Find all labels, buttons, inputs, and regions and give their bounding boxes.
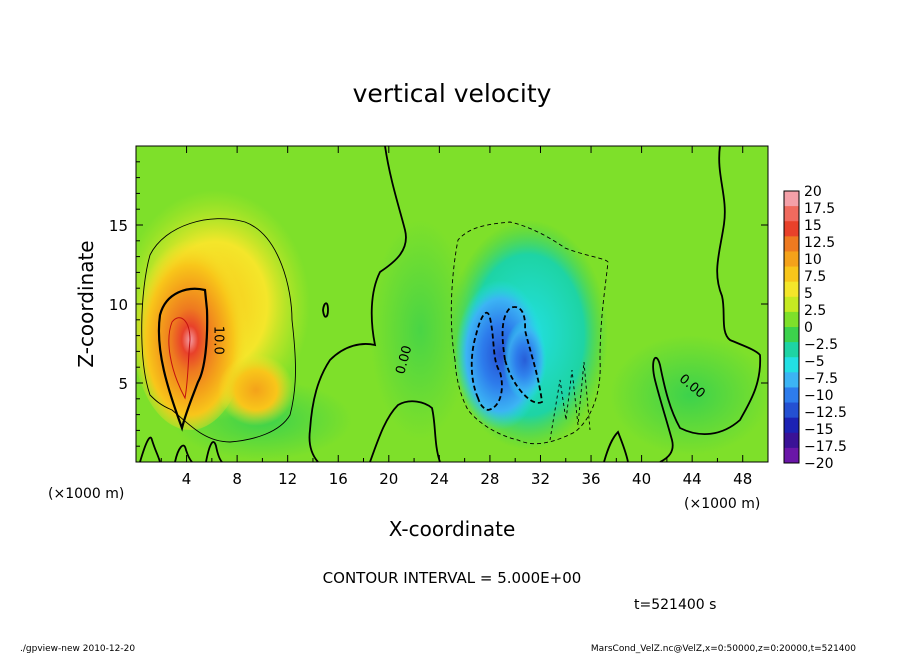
x-tick-label: 12 xyxy=(278,470,297,488)
y-axis-label: Z-coordinate xyxy=(74,240,98,367)
contour-interval-text: CONTOUR INTERVAL = 5.000E+00 xyxy=(323,569,582,587)
time-label: t=521400 s xyxy=(634,597,716,613)
colorbar-swatch xyxy=(784,221,799,237)
colorbar-tick-label: 20 xyxy=(804,184,822,200)
contour-label-10: 10.0 xyxy=(210,326,225,355)
contour-zero-left xyxy=(308,146,407,462)
colorbar-swatch xyxy=(784,311,799,328)
contour-zero-middle xyxy=(369,400,441,462)
colorbar-swatch xyxy=(784,387,799,404)
x-axis: 4 8 12 16 20 24 28 32 36 40 44 48 xyxy=(160,146,752,488)
y-tick-label: 15 xyxy=(109,217,128,235)
x-tick-label: 48 xyxy=(733,470,752,488)
contour-zero-island-small xyxy=(322,302,329,318)
x-tick-label: 28 xyxy=(480,470,499,488)
colorbar-swatch xyxy=(784,342,799,358)
secondary-updraft-field xyxy=(218,354,294,426)
green-band-middle xyxy=(370,220,470,440)
colorbar: 2017.51512.5107.552.50−2.5−5−7.5−10−12.5… xyxy=(783,184,847,472)
colorbar-tick-label: 15 xyxy=(804,218,822,234)
x-tick-label: 20 xyxy=(379,470,398,488)
y-tick-label: 5 xyxy=(118,375,128,393)
colorbar-swatch xyxy=(784,206,799,222)
contour-zero-island-left xyxy=(139,436,223,462)
contour-label-zero-left: 0.00 xyxy=(393,344,415,376)
source-info: MarsCond_VelZ.nc@VelZ,x=0:50000,z=0:2000… xyxy=(591,644,856,654)
chart-title: vertical velocity xyxy=(353,79,552,108)
x-axis-label: X-coordinate xyxy=(389,517,516,541)
colorbar-swatch xyxy=(784,417,799,434)
green-band-right xyxy=(610,335,768,455)
y-axis: 5 10 15 xyxy=(109,161,768,447)
contour-zero-right xyxy=(652,146,762,462)
colorbar-tick-label: 17.5 xyxy=(804,201,835,217)
program-info: ./gpview-new 2010-12-20 xyxy=(20,644,135,654)
colorbar-swatch xyxy=(784,236,799,252)
colorbar-tick-label: 12.5 xyxy=(804,235,835,251)
contour-neg5-streaks xyxy=(549,361,591,441)
colorbar-tick-label: 2.5 xyxy=(804,303,826,319)
colorbar-tick-label: −5 xyxy=(804,354,825,370)
contour-15-updraft xyxy=(168,317,191,400)
colorbar-tick-label: −15 xyxy=(804,422,834,438)
colorbar-swatch xyxy=(784,251,799,268)
colorbar-swatch xyxy=(784,357,799,373)
colorbar-tick-label: −17.5 xyxy=(804,439,847,455)
colorbar-swatch xyxy=(784,402,799,419)
colorbar-swatch xyxy=(784,191,799,207)
colorbar-tick-label: 10 xyxy=(804,252,822,268)
contour-zero-center xyxy=(603,430,629,462)
x-tick-label: 8 xyxy=(232,470,242,488)
colorbar-tick-label: −20 xyxy=(804,456,834,472)
contour-neg10-downdraft-a xyxy=(470,311,503,411)
contour-10-updraft xyxy=(157,287,209,432)
x-tick-label: 24 xyxy=(430,470,449,488)
x-unit-label-left: (×1000 m) xyxy=(48,486,124,502)
colorbar-tick-label: 0 xyxy=(804,320,813,336)
colorbar-tick-label: 5 xyxy=(804,286,813,302)
colorbar-tick-label: −2.5 xyxy=(804,337,838,353)
x-tick-label: 16 xyxy=(329,470,348,488)
x-tick-label: 4 xyxy=(182,470,192,488)
y-tick-label: 10 xyxy=(109,296,128,314)
colorbar-tick-label: −10 xyxy=(804,388,834,404)
colorbar-swatch xyxy=(784,281,799,298)
x-tick-label: 32 xyxy=(531,470,550,488)
x-unit-label-right: (×1000 m) xyxy=(684,496,760,512)
colorbar-tick-label: −12.5 xyxy=(804,405,847,421)
contour-5-updraft xyxy=(141,218,296,443)
downdraft-core-2 xyxy=(503,320,547,400)
colorbar-tick-label: −7.5 xyxy=(804,371,838,387)
contour-neg5-downdraft xyxy=(450,221,609,445)
colorbar-swatch xyxy=(784,372,799,388)
colorbar-swatch xyxy=(784,327,799,343)
colorbar-swatch xyxy=(784,432,799,449)
colorbar-tick-label: 7.5 xyxy=(804,269,826,285)
x-tick-label: 44 xyxy=(683,470,702,488)
colorbar-swatch xyxy=(784,266,799,283)
colorbar-frame xyxy=(783,190,800,464)
x-tick-label: 40 xyxy=(632,470,651,488)
colorbar-swatch xyxy=(784,296,799,313)
x-tick-label: 36 xyxy=(581,470,600,488)
contour-neg10-downdraft-b xyxy=(501,306,543,404)
plot-field xyxy=(136,146,768,462)
colorbar-swatch xyxy=(784,447,799,464)
